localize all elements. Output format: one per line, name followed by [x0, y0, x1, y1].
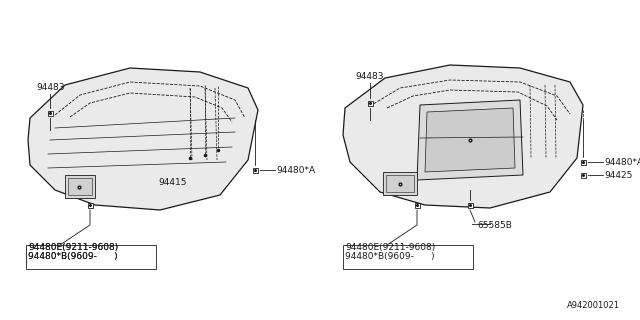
- Text: 94480E(9211-9608): 94480E(9211-9608): [345, 243, 435, 252]
- PathPatch shape: [28, 68, 258, 210]
- Text: 94480E(9211-9608): 94480E(9211-9608): [28, 243, 118, 252]
- FancyBboxPatch shape: [26, 245, 156, 269]
- Text: 65585B: 65585B: [477, 221, 512, 230]
- Text: 94480E(9211-9608): 94480E(9211-9608): [28, 243, 118, 252]
- PathPatch shape: [386, 175, 414, 192]
- Text: 94483: 94483: [355, 72, 383, 81]
- Text: 94480*A: 94480*A: [276, 166, 315, 175]
- Text: 94483: 94483: [36, 83, 65, 92]
- PathPatch shape: [425, 108, 515, 172]
- Bar: [47, 110, 52, 116]
- Bar: [367, 100, 372, 106]
- Bar: [580, 159, 586, 164]
- Text: 94425: 94425: [604, 171, 632, 180]
- Bar: [415, 203, 419, 207]
- Bar: [88, 203, 93, 207]
- PathPatch shape: [68, 178, 92, 195]
- PathPatch shape: [343, 65, 583, 208]
- Text: 94480*B(9609-      ): 94480*B(9609- ): [28, 252, 118, 261]
- Bar: [253, 167, 257, 172]
- FancyBboxPatch shape: [343, 245, 473, 269]
- Bar: [467, 203, 472, 207]
- PathPatch shape: [383, 172, 417, 195]
- Text: 94480*B(9609-      ): 94480*B(9609- ): [28, 252, 118, 261]
- PathPatch shape: [417, 100, 523, 180]
- Text: A942001021: A942001021: [567, 301, 620, 310]
- PathPatch shape: [65, 175, 95, 198]
- Bar: [580, 172, 586, 178]
- Text: 94415: 94415: [158, 178, 186, 187]
- Text: 94480*A: 94480*A: [604, 158, 640, 167]
- Text: 94480*B(9609-      ): 94480*B(9609- ): [345, 252, 435, 261]
